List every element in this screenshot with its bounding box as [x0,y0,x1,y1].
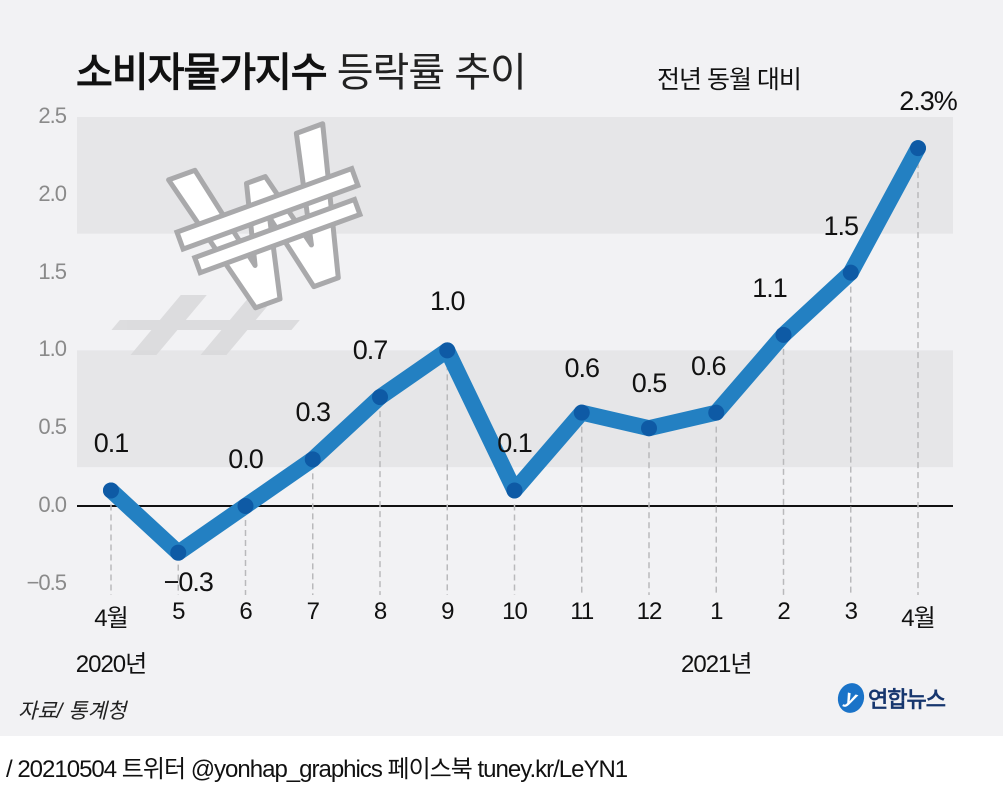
y-tick-label: 2.5 [38,103,67,128]
y-tick-label: 1.0 [38,336,67,362]
source-note: 자료/ 통계청 [18,700,127,723]
x-tick-label: 2 [777,598,790,625]
x-tick-label: 4월 [94,605,128,632]
value-label: 0.3 [295,397,331,428]
data-point [439,342,456,359]
x-tick-label: 3 [844,598,858,625]
value-label: 1.0 [429,286,466,317]
value-label: 0.1 [497,428,533,459]
data-point [304,451,321,468]
data-point [708,404,725,421]
value-label: 0.5 [631,368,668,399]
value-label: 0.7 [352,335,389,366]
x-tick-label: 6 [239,598,252,625]
data-point [842,264,859,281]
data-point [641,420,657,437]
plot-area [77,117,953,595]
data-point [775,326,792,343]
chart-title: 소비자물가지수 등락률 추이 [76,40,527,98]
value-label: 1.1 [752,272,788,303]
x-tick-label: 9 [441,598,454,625]
data-point [910,140,926,157]
value-label: −0.3 [163,566,214,597]
year-label: 2021년 [681,651,752,678]
yonhap-logo-text: 연합뉴스 [868,687,946,712]
yonhap-logo-icon: y [834,680,868,716]
data-point [573,404,590,421]
value-label: 0.0 [228,444,264,474]
x-tick-label: 10 [502,598,528,625]
y-tick-label: 0.0 [38,492,67,517]
won-symbol-icon [111,121,364,355]
y-tick-label: −0.5 [26,569,67,595]
data-point [506,482,523,499]
footer-credits: / 20210504 트위터 @yonhap_graphics 페이스북 tun… [6,756,628,783]
title-light: 등락률 추이 [336,51,527,95]
data-point [237,498,254,514]
year-label: 2020년 [75,651,147,678]
y-tick-label: 0.5 [38,414,67,440]
y-tick-label: 2.0 [38,180,67,206]
title-bold: 소비자물가지수 [76,51,328,95]
x-tick-label: 7 [306,598,320,625]
grid-band [77,350,953,468]
value-label: 0.6 [690,350,727,381]
x-tick-label: 1 [710,598,723,625]
value-label: 0.6 [564,352,600,383]
yonhap-logo: y 연합뉴스 [834,680,946,716]
value-label: 2.3% [899,86,958,117]
x-tick-label: 8 [373,598,387,625]
data-point [372,389,388,406]
x-tick-label: 4월 [901,605,935,632]
value-label: 1.5 [823,210,859,241]
value-label: 0.1 [93,428,130,459]
chart-subtitle: 전년 동월 대비 [657,66,802,94]
data-point [170,544,187,561]
x-tick-label: 12 [636,598,663,625]
y-tick-label: 1.5 [38,258,67,284]
x-tick-label: 5 [172,598,185,625]
data-point [103,482,119,499]
x-tick-label: 11 [570,598,594,625]
